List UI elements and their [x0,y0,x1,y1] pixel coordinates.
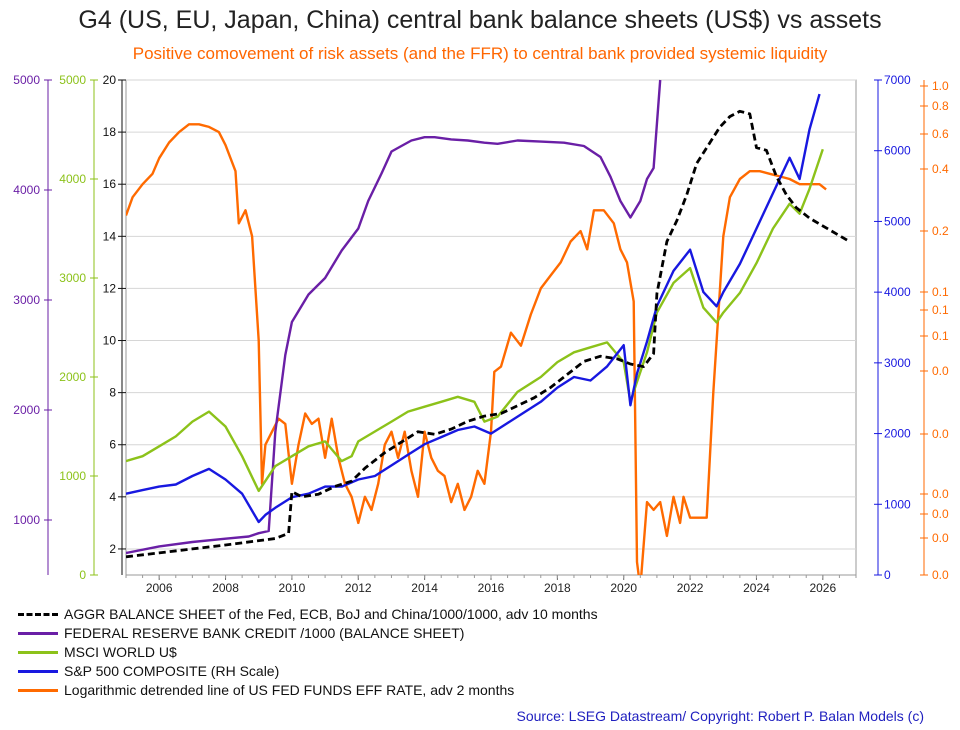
orange-axis-tick-label: 0.4 [932,162,949,176]
x-tick-label: 2006 [146,581,173,595]
blue-axis-tick-label: 3000 [884,356,911,370]
green-axis-tick-label: 5000 [59,73,86,87]
legend-label: FEDERAL RESERVE BANK CREDIT /1000 (BALAN… [64,625,465,641]
green-axis-tick-label: 0 [79,568,86,582]
green-axis-tick-label: 3000 [59,271,86,285]
center-axis-tick-label: 18 [103,125,117,139]
green-axis-tick-label: 1000 [59,469,86,483]
orange-axis-tick-label: 0.0 [932,507,949,521]
series-line-3 [126,93,821,524]
series-line-1 [126,79,662,555]
purple-axis-tick-label: 3000 [13,293,40,307]
legend-item-msci-world: MSCI WORLD U$ [18,643,177,661]
blue-axis-tick-label: 1000 [884,497,911,511]
chart-subtitle: Positive comovement of risk assets (and … [132,44,828,63]
x-tick-label: 2010 [279,581,306,595]
series-line-4 [126,123,827,575]
blue-axis-tick-label: 0 [884,568,891,582]
center-axis-tick-label: 16 [103,177,117,191]
center-axis-tick-label: 20 [103,73,117,87]
orange-axis-tick-label: 0.0 [932,427,949,441]
orange-axis-tick-label: 0.0 [932,364,949,378]
x-tick-label: 2014 [411,581,438,595]
green-axis-tick-label: 4000 [59,172,86,186]
blue-axis-tick-label: 4000 [884,285,911,299]
orange-axis-tick-label: 0.6 [932,127,949,141]
center-axis-tick-label: 2 [109,542,116,556]
legend-swatch-orange [18,688,58,692]
source-note: Source: LSEG Datastream/ Copyright: Robe… [516,708,924,724]
x-tick-label: 2020 [610,581,637,595]
chart-title: G4 (US, EU, Japan, China) central bank b… [78,6,882,34]
series-line-0 [126,109,851,559]
blue-axis-tick-label: 7000 [884,73,911,87]
blue-axis-tick-label: 6000 [884,144,911,158]
x-tick-label: 2016 [478,581,505,595]
blue-axis-tick-label: 2000 [884,427,911,441]
blue-axis-tick-label: 5000 [884,214,911,228]
center-axis-tick-label: 4 [109,490,116,504]
legend-swatch-black-dashed [18,612,58,616]
legend-swatch-purple [18,631,58,635]
orange-axis-tick-label: 0.0 [932,487,949,501]
legend-item-aggr-balance-sheet: AGGR BALANCE SHEET of the Fed, ECB, BoJ … [18,605,598,623]
legend-swatch-blue [18,669,58,673]
center-axis-tick-label: 8 [109,386,116,400]
x-tick-label: 2012 [345,581,372,595]
legend-swatch-green [18,650,58,654]
orange-axis-tick-label: 0.0 [932,531,949,545]
purple-axis-tick-label: 5000 [13,73,40,87]
orange-axis-tick-label: 1.0 [932,79,949,93]
orange-axis-tick-label: 0.2 [932,224,949,238]
x-tick-label: 2008 [212,581,239,595]
orange-axis-tick-label: 0.1 [932,303,949,317]
orange-axis-tick-label: 0.1 [932,285,949,299]
legend-label: Logarithmic detrended line of US FED FUN… [64,682,515,698]
plot-frame [125,79,857,576]
x-tick-label: 2022 [677,581,704,595]
legend-label: AGGR BALANCE SHEET of the Fed, ECB, BoJ … [64,606,598,622]
legend-item-fed-funds: Logarithmic detrended line of US FED FUN… [18,681,514,699]
x-tick-label: 2018 [544,581,571,595]
legend-label: MSCI WORLD U$ [64,644,177,660]
x-tick-label: 2024 [743,581,770,595]
center-axis-tick-label: 14 [103,229,117,243]
x-tick-label: 2026 [809,581,836,595]
center-axis-tick-label: 6 [109,438,116,452]
center-axis-tick-label: 12 [103,281,117,295]
green-axis-tick-label: 2000 [59,370,86,384]
legend-item-sp500: S&P 500 COMPOSITE (RH Scale) [18,662,279,680]
legend-item-fed-bank-credit: FEDERAL RESERVE BANK CREDIT /1000 (BALAN… [18,624,464,642]
purple-axis-tick-label: 4000 [13,183,40,197]
orange-axis-tick-label: 0.0 [932,568,949,582]
orange-axis-tick-label: 0.1 [932,329,949,343]
series-line-2 [126,148,824,493]
purple-axis-tick-label: 2000 [13,403,40,417]
purple-axis-tick-label: 1000 [13,513,40,527]
legend-label: S&P 500 COMPOSITE (RH Scale) [64,663,280,679]
orange-axis-tick-label: 0.8 [932,99,949,113]
center-axis-tick-label: 10 [103,334,117,348]
